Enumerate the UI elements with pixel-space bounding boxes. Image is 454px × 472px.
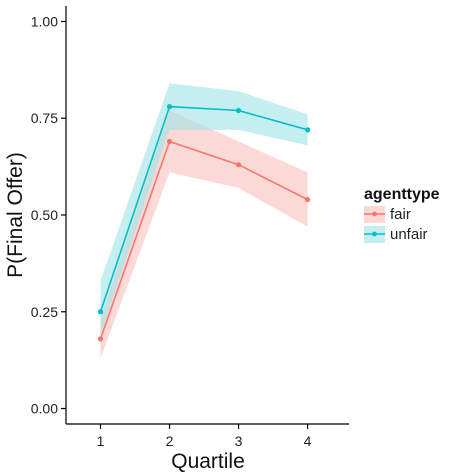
x-tick-label: 3 [235, 433, 243, 449]
series-lines [99, 105, 308, 340]
line-fair [99, 140, 308, 340]
x-axis-ticks: 1 2 3 4 [97, 424, 312, 449]
point-fair [304, 196, 311, 203]
x-tick-label: 1 [97, 433, 105, 449]
data-points [97, 104, 311, 342]
legend-key-point-fair [372, 211, 377, 217]
point-unfair [97, 309, 104, 315]
point-fair [166, 138, 173, 145]
y-tick-label: 1.00 [31, 13, 58, 29]
y-axis-title: P(Final Offer) [4, 152, 27, 278]
legend-title: agenttype [364, 186, 440, 203]
ribbon-unfair [100, 83, 308, 335]
legend: agenttype fair unfair [364, 186, 440, 243]
y-tick-label: 0.25 [31, 304, 58, 320]
x-tick-label: 4 [304, 433, 312, 449]
point-fair [235, 162, 242, 168]
legend-label-unfair: unfair [390, 226, 428, 243]
confidence-ribbons [100, 83, 308, 359]
point-unfair [304, 127, 311, 133]
y-tick-label: 0.50 [31, 207, 58, 223]
y-tick-label: 0.00 [31, 401, 58, 417]
point-unfair [166, 104, 173, 110]
x-tick-label: 2 [166, 433, 174, 449]
point-fair [97, 336, 104, 342]
line-unfair [99, 105, 308, 313]
y-axis-ticks: 0.00 0.25 0.50 0.75 1.00 [31, 13, 66, 417]
legend-key-point-unfair [372, 231, 377, 237]
legend-label-fair: fair [390, 206, 411, 223]
y-tick-label: 0.75 [31, 110, 58, 126]
x-axis-title: Quartile [171, 450, 245, 472]
point-unfair [235, 107, 242, 114]
